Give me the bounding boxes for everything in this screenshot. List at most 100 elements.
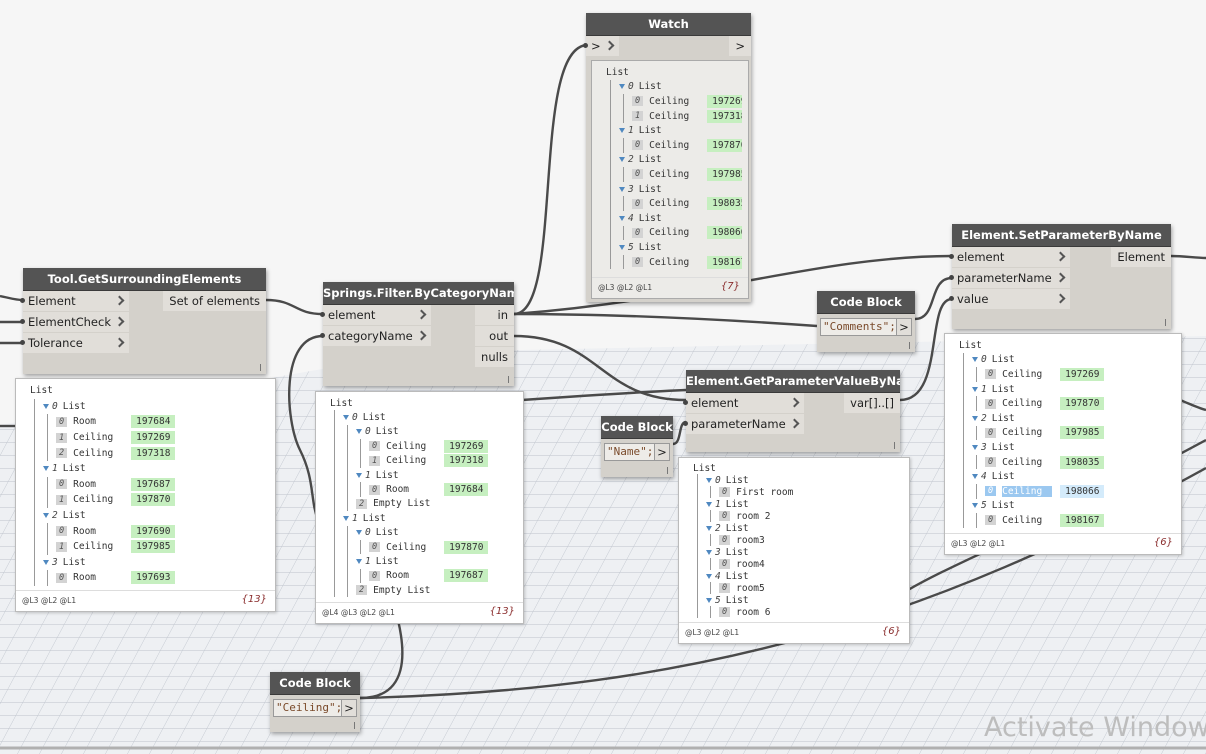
item-row[interactable]: 0 Ceiling 198167 [985, 513, 1175, 528]
item-row[interactable]: 0 Room 197687 [56, 477, 269, 493]
list-row[interactable]: 3 List [706, 546, 903, 558]
list-row[interactable]: 5 List [619, 240, 742, 255]
output-port[interactable]: in [475, 305, 514, 325]
list-row[interactable]: 0 List [43, 399, 269, 415]
input-port[interactable]: categoryName [320, 326, 431, 346]
list-row[interactable]: 5 List [706, 594, 903, 606]
input-port[interactable]: ElementCheck [20, 312, 129, 332]
list-row[interactable]: 1 List [356, 554, 517, 568]
input-port[interactable]: value [949, 289, 1070, 309]
output-port[interactable]: > [729, 36, 751, 56]
item-row[interactable]: 0 Ceiling 197870 [369, 540, 517, 554]
list-row[interactable]: 1 List [619, 123, 742, 138]
output-port[interactable]: out [475, 326, 514, 346]
input-port[interactable]: parameterName [949, 268, 1070, 288]
item-row[interactable]: 1 Ceiling 197269 [56, 430, 269, 446]
item-row[interactable]: 1 Ceiling 197318 [632, 109, 742, 124]
list-row[interactable]: 0 List [706, 474, 903, 486]
item-row[interactable]: 0 Room 197693 [56, 570, 269, 586]
list-row[interactable]: 1 List [356, 468, 517, 482]
item-row[interactable]: 1 Ceiling 197870 [56, 492, 269, 508]
node-title: Code Block [270, 672, 360, 695]
item-row[interactable]: 2 Empty List [356, 583, 517, 597]
output-port[interactable]: nulls [475, 347, 514, 367]
list-row[interactable]: 1 List [343, 511, 517, 525]
item-row[interactable]: 0 Ceiling 198066 [985, 484, 1175, 499]
item-row[interactable]: 0 Ceiling 198167 [632, 255, 742, 270]
item-row[interactable]: 0 Ceiling 197985 [985, 426, 1175, 441]
list-row[interactable]: 2 List [706, 522, 903, 534]
item-row[interactable]: 0 Ceiling 197269 [369, 439, 517, 453]
input-port[interactable]: Element [20, 291, 129, 311]
list-row[interactable]: 2 List [619, 153, 742, 168]
list-row[interactable]: 1 List [43, 461, 269, 477]
item-row[interactable]: 0 Ceiling 198066 [632, 226, 742, 241]
item-row[interactable]: 0 room3 [719, 534, 903, 546]
input-port[interactable]: element [949, 247, 1070, 267]
input-port[interactable]: element [320, 305, 431, 325]
list-row[interactable]: 0 List [356, 526, 517, 540]
input-port[interactable]: parameterName [683, 414, 804, 434]
list-children: 0 Room 197684 1 Ceiling 197269 2 Ceiling 197318 [47, 414, 269, 461]
inputs: Element ElementCheck Tolerance [20, 291, 129, 354]
list-row[interactable]: 3 List [619, 182, 742, 197]
item-row[interactable]: 0 Ceiling 197870 [985, 396, 1175, 411]
item-row[interactable]: 0 room5 [719, 582, 903, 594]
list-row[interactable]: 4 List [972, 469, 1175, 484]
item-row[interactable]: 0 Room 197684 [369, 482, 517, 497]
item-row[interactable]: 0 Ceiling 197269 [632, 94, 742, 109]
list-row[interactable]: 0 List [356, 425, 517, 439]
list-row[interactable]: 2 List [972, 411, 1175, 426]
node[interactable]: Code Block "Ceiling"; > [270, 672, 360, 732]
item-index: 0 [632, 96, 644, 107]
output-port[interactable]: Set of elements [163, 291, 266, 311]
list-row[interactable]: 5 List [972, 499, 1175, 514]
list-label: List [991, 471, 1015, 483]
item-row[interactable]: 0 room 6 [719, 606, 903, 618]
list-row[interactable]: 0 List [619, 80, 742, 95]
item-row[interactable]: 2 Ceiling 197318 [56, 445, 269, 461]
item-row[interactable]: 0 First room [719, 486, 903, 498]
item-row[interactable]: 0 Ceiling 197985 [632, 167, 742, 182]
item-row[interactable]: 0 Room 197684 [56, 414, 269, 430]
item-row[interactable]: 0 Ceiling 197269 [985, 367, 1175, 382]
item-row[interactable]: 1 Ceiling 197318 [369, 454, 517, 468]
list-index: 1 [365, 469, 371, 481]
output-port[interactable]: var[]..[] [844, 393, 900, 413]
input-port[interactable]: > [583, 36, 619, 56]
node[interactable]: Code Block "Comments"; > [817, 291, 915, 352]
output-port[interactable]: > [896, 319, 911, 335]
item-row[interactable]: 0 Ceiling 198035 [632, 196, 742, 211]
list-row[interactable]: 4 List [619, 211, 742, 226]
node[interactable]: Code Block "Name"; > [601, 416, 673, 477]
item-row[interactable]: 2 Empty List [356, 497, 517, 511]
output-port[interactable]: > [654, 444, 669, 460]
item-row[interactable]: 0 Room 197687 [369, 569, 517, 583]
item-index: 0 [719, 511, 731, 521]
item-row[interactable]: 1 Ceiling 197985 [56, 539, 269, 555]
list-row[interactable]: 4 List [706, 570, 903, 582]
node[interactable]: Element.GetParameterValueByName element pa… [683, 370, 900, 452]
list-label: List [725, 498, 749, 510]
list-row[interactable]: 0 List [972, 353, 1175, 368]
list-label: List [638, 154, 662, 166]
item-row[interactable]: 0 room4 [719, 558, 903, 570]
item-row[interactable]: 0 room 2 [719, 510, 903, 522]
list-row[interactable]: 0 List [343, 410, 517, 424]
item-row[interactable]: 0 Room 197690 [56, 523, 269, 539]
list-row[interactable]: 1 List [972, 382, 1175, 397]
output-port[interactable]: > [341, 700, 356, 716]
output-port[interactable]: Element [1111, 247, 1171, 267]
node[interactable]: Element.SetParameterByName element paramet… [949, 224, 1171, 329]
list-row[interactable]: 1 List [706, 498, 903, 510]
list-row[interactable]: 2 List [43, 508, 269, 524]
list-row[interactable]: 3 List [43, 555, 269, 571]
list-row[interactable]: 3 List [972, 440, 1175, 455]
node[interactable]: Tool.GetSurroundingElements Element Elemen… [20, 268, 266, 374]
input-port[interactable]: element [683, 393, 804, 413]
node[interactable]: Springs.Filter.ByCategoryName element cate… [320, 282, 514, 386]
item-row[interactable]: 0 Ceiling 197870 [632, 138, 742, 153]
input-port[interactable]: Tolerance [20, 333, 129, 353]
list-label: List [362, 412, 386, 424]
item-row[interactable]: 0 Ceiling 198035 [985, 455, 1175, 470]
